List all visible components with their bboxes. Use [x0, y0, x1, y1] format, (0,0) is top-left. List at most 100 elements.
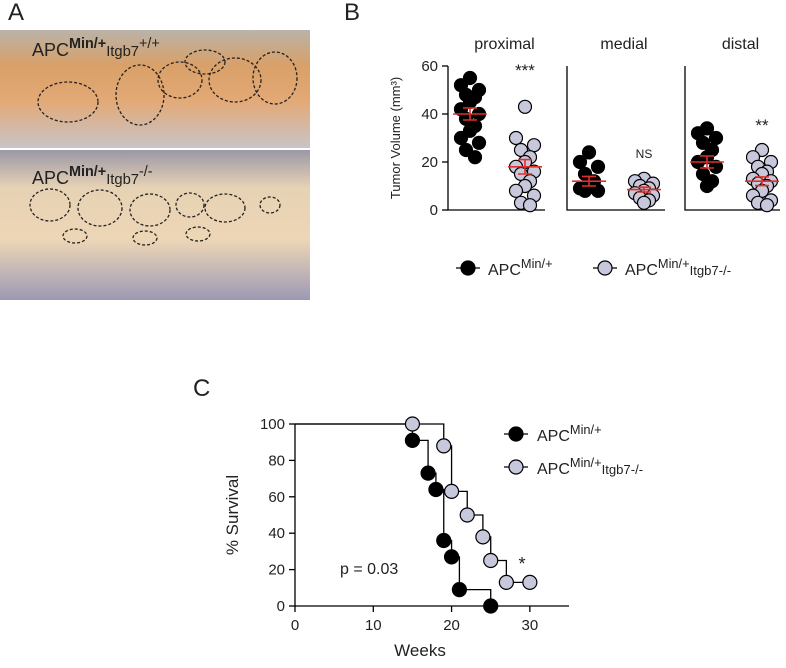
legend-marker: [508, 426, 524, 442]
y-tick-label: 40: [268, 525, 285, 542]
data-point: [636, 195, 652, 210]
label: APCMin/+Itgb7-/-: [537, 455, 643, 478]
y-tick-label: 100: [260, 416, 285, 433]
data-point: [517, 99, 533, 114]
label-part: Itgb7-/-: [602, 462, 644, 477]
mean-sem: [572, 175, 606, 187]
legend-marker: [508, 459, 524, 475]
y-tick-label: 80: [268, 452, 285, 469]
data-point: [459, 507, 475, 523]
label-part: Itgb7: [106, 44, 139, 60]
data-point: [483, 552, 499, 569]
x-tick-label: 30: [522, 617, 539, 634]
label-part: -/-: [139, 164, 153, 180]
label: APCMin/+: [488, 256, 553, 279]
photo: [0, 30, 310, 148]
x-tick-label: 10: [365, 617, 382, 634]
label-part: Min/+: [521, 256, 553, 271]
label-part: Min/+: [658, 256, 690, 271]
data-point: [404, 416, 421, 432]
mean-sem: [745, 176, 779, 187]
mean-sem: [453, 107, 487, 121]
data-point: [483, 598, 499, 614]
label: APCMin/+: [537, 422, 602, 445]
axis: [566, 66, 665, 211]
label: APCMin/+Itgb7-/-: [32, 164, 153, 188]
photos: [0, 30, 310, 300]
annotation: p = 0.03: [340, 561, 398, 578]
y-tick-label: 40: [421, 106, 438, 123]
data-point: [708, 130, 724, 146]
y-tick-label: 60: [421, 58, 438, 75]
label-part: APC: [537, 461, 570, 478]
y-axis-label: % Survival: [223, 475, 242, 555]
data-point: [581, 145, 597, 160]
data-point: [443, 549, 460, 565]
data-point: [508, 130, 524, 146]
panel-label: B: [344, 0, 360, 26]
label-part: Itgb7-/-: [690, 263, 732, 278]
data-point: [467, 150, 483, 165]
x-axis-label: Weeks: [394, 641, 446, 660]
annotation: NS: [636, 147, 653, 161]
label-part: +/+: [139, 36, 160, 52]
label-part: Min/+: [69, 36, 106, 52]
label-part: APC: [488, 262, 521, 279]
data-point: [420, 465, 436, 481]
group-label: medial: [600, 36, 647, 53]
label-part: APC: [625, 262, 658, 279]
data-point: [708, 159, 724, 174]
mean-sem: [690, 155, 724, 169]
data-point: [436, 438, 452, 454]
legend-marker: [460, 260, 476, 276]
label-part: Min/+: [69, 164, 106, 180]
mean-sem: [627, 186, 661, 193]
label-part: Min/+: [570, 455, 602, 470]
data-point: [572, 154, 588, 170]
label: APCMin/+Itgb7-/-: [625, 256, 731, 279]
axis: [447, 66, 545, 211]
data-point: [522, 574, 538, 590]
data-point: [699, 178, 715, 194]
data-point: [590, 159, 606, 174]
label-part: Min/+: [570, 422, 602, 437]
panel-label: A: [8, 0, 24, 26]
data-point: [759, 198, 775, 213]
y-tick-label: 0: [277, 598, 285, 615]
axis: [684, 66, 780, 211]
panel-label: C: [193, 375, 210, 402]
data-point: [498, 574, 514, 590]
label-part: APC: [32, 40, 69, 60]
annotation: ***: [515, 61, 535, 80]
data-point: [436, 532, 452, 549]
data-point: [522, 198, 538, 213]
label-part: APC: [537, 428, 570, 445]
annotation: **: [755, 116, 769, 135]
label-part: Itgb7: [106, 172, 139, 188]
data-point: [443, 483, 460, 499]
group-label: proximal: [474, 36, 534, 53]
y-tick-label: 20: [421, 154, 438, 171]
data-point: [404, 432, 421, 448]
data-point: [428, 481, 444, 498]
x-tick-label: 0: [291, 617, 299, 634]
y-tick-label: 0: [430, 202, 438, 219]
data-point: [577, 183, 593, 198]
data-point: [475, 529, 491, 545]
y-tick-label: 60: [268, 489, 285, 506]
data-point: [451, 582, 467, 598]
label: APCMin/+Itgb7+/+: [32, 36, 160, 60]
y-axis-label: Tumor Volume (mm³): [388, 77, 403, 199]
data-point: [526, 138, 542, 153]
y-tick-label: 20: [268, 562, 285, 579]
label-part: APC: [32, 168, 69, 188]
annotation: *: [518, 554, 525, 574]
legend-marker: [597, 260, 613, 276]
group-label: distal: [722, 36, 759, 53]
data-point: [453, 130, 469, 146]
data-point: [471, 135, 487, 150]
mean-sem: [508, 158, 542, 175]
data-point: [508, 183, 524, 198]
x-tick-label: 20: [443, 617, 460, 634]
